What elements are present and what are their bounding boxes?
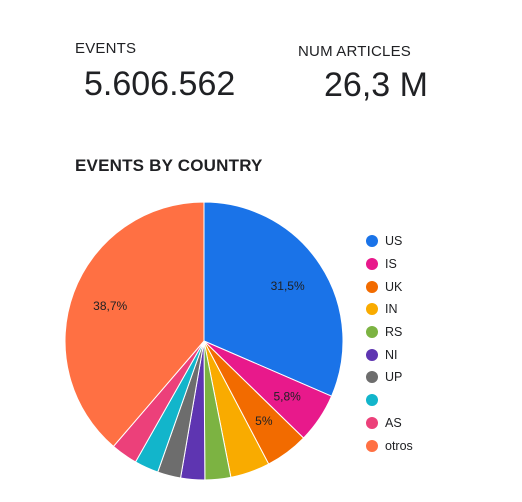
- chart-title: EVENTS BY COUNTRY: [75, 156, 263, 175]
- legend-item[interactable]: otros: [366, 434, 413, 457]
- legend-swatch: [366, 394, 378, 407]
- legend-item[interactable]: RS: [366, 321, 413, 344]
- legend-swatch: [366, 439, 378, 452]
- legend-swatch: [366, 348, 378, 361]
- pie-slice-US[interactable]: [203, 201, 344, 397]
- legend-label: UP: [385, 370, 403, 385]
- pie-data-label: 5,8%: [273, 390, 301, 404]
- legend-item[interactable]: US: [366, 230, 413, 253]
- legend-swatch: [366, 326, 378, 339]
- kpi-events-label: EVENTS: [75, 40, 137, 57]
- legend-swatch: [366, 258, 378, 271]
- legend-item[interactable]: IS: [366, 253, 413, 276]
- legend-label: IN: [385, 302, 398, 317]
- legend-swatch: [366, 303, 378, 316]
- legend-label: otros: [385, 438, 413, 453]
- kpi-events: EVENTS 5.606.562: [75, 40, 235, 104]
- legend-label: RS: [385, 325, 403, 340]
- legend-item[interactable]: UP: [366, 366, 413, 389]
- pie-data-label: 38,7%: [93, 299, 127, 313]
- legend-swatch: [366, 235, 378, 248]
- legend-item[interactable]: NI: [366, 343, 413, 366]
- kpi-articles: NUM ARTICLES 26,3 M: [298, 43, 428, 105]
- kpi-events-value: 5.606.562: [84, 65, 236, 103]
- legend-label: IS: [385, 257, 397, 272]
- pie-slice-otros[interactable]: [64, 201, 205, 448]
- legend-item[interactable]: [366, 389, 413, 412]
- chart-legend: US IS UK IN RS NI UP AS otros: [366, 230, 413, 457]
- legend-item[interactable]: UK: [366, 275, 413, 298]
- legend-label: AS: [385, 415, 402, 430]
- legend-swatch: [366, 416, 378, 429]
- legend-label: NI: [385, 347, 398, 362]
- kpi-articles-label: NUM ARTICLES: [298, 43, 411, 60]
- pie-data-label: 5%: [255, 414, 273, 428]
- kpi-articles-value: 26,3 M: [324, 66, 428, 104]
- legend-item[interactable]: IN: [366, 298, 413, 321]
- legend-label: US: [385, 234, 403, 249]
- legend-label: UK: [385, 279, 403, 294]
- pie-data-label: 31,5%: [271, 279, 305, 293]
- legend-item[interactable]: AS: [366, 412, 413, 435]
- legend-swatch: [366, 371, 378, 384]
- legend-swatch: [366, 280, 378, 293]
